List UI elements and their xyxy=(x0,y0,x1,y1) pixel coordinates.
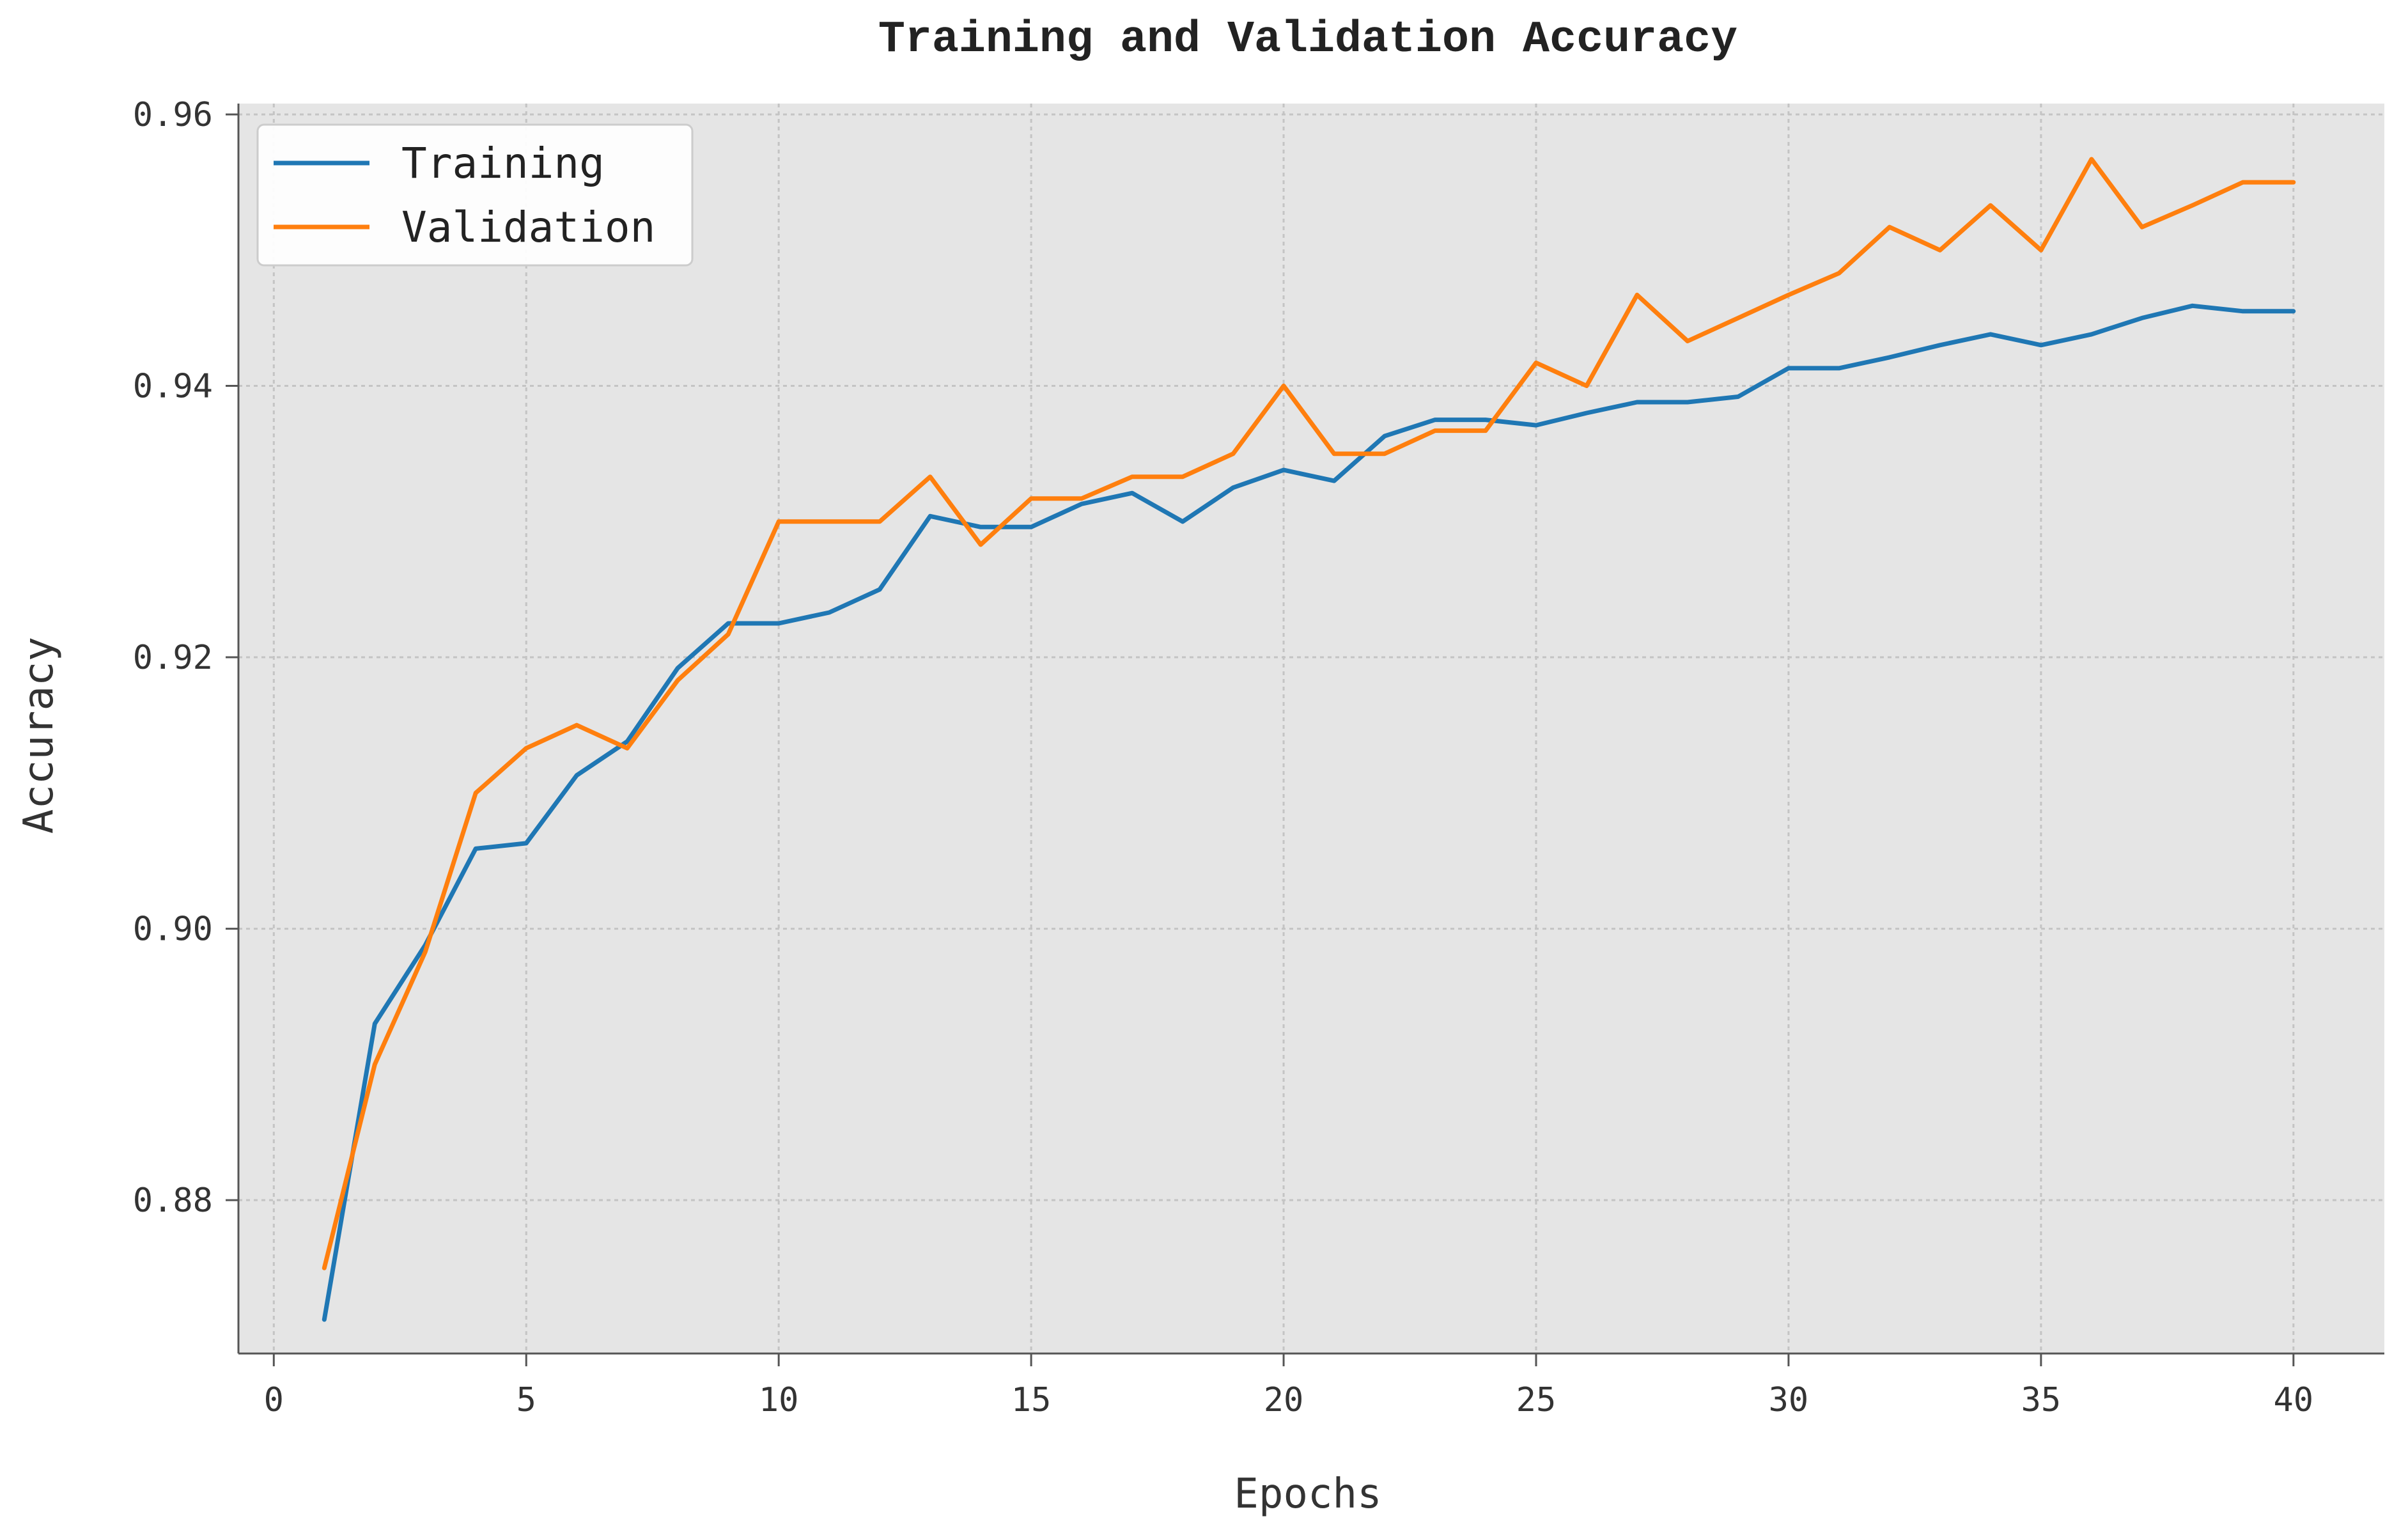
legend-box xyxy=(256,123,694,267)
x-axis-ticks: 0 5 10 15 20 25 30 35 40 xyxy=(264,1354,2313,1419)
y-tick-label: 0.94 xyxy=(133,368,213,406)
x-tick-label: 20 xyxy=(1264,1381,1304,1419)
y-tick-label: 0.96 xyxy=(133,96,213,134)
chart-title: Training and Validation Accuracy xyxy=(878,15,1737,65)
legend: Training Validation xyxy=(256,123,694,267)
series-line-validation xyxy=(322,157,2296,1270)
y-tick-label: 0.88 xyxy=(133,1182,213,1220)
x-axis-label: Epochs xyxy=(1234,1471,1381,1518)
x-tick-label: 40 xyxy=(2274,1381,2314,1419)
x-tick-label: 5 xyxy=(517,1381,536,1419)
y-axis-ticks: 0.88 0.90 0.92 0.94 0.96 xyxy=(133,96,238,1220)
y-axis-label: Accuracy xyxy=(15,637,63,834)
legend-label-training: Training xyxy=(401,139,605,188)
x-tick-label: 30 xyxy=(1769,1381,1809,1419)
series-lines xyxy=(322,157,2296,1322)
plot-area xyxy=(238,104,2384,1354)
x-tick-label: 0 xyxy=(264,1381,284,1419)
y-tick-label: 0.90 xyxy=(133,910,213,949)
x-tick-label: 25 xyxy=(1516,1381,1557,1419)
y-tick-label: 0.92 xyxy=(133,639,213,677)
series-line-training xyxy=(322,303,2296,1322)
x-tick-label: 15 xyxy=(1011,1381,1052,1419)
x-tick-label: 10 xyxy=(759,1381,799,1419)
legend-label-validation: Validation xyxy=(401,203,655,252)
axes xyxy=(237,104,2384,1355)
x-tick-label: 35 xyxy=(2021,1381,2062,1419)
